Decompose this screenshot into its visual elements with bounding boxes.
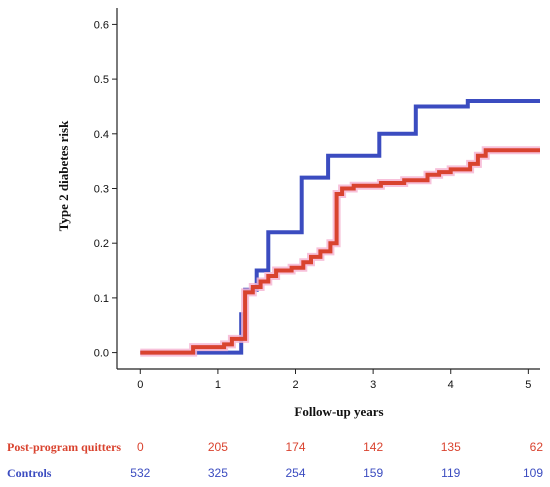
x-axis-title: Follow-up years (294, 404, 383, 419)
risk-count-controls: 109 (523, 466, 543, 480)
y-tick-label: 0.3 (94, 184, 109, 196)
number-at-risk-table: Post-program quitters 0 205 174 142 135 62 Cont… (7, 440, 543, 480)
x-tick-label: 4 (448, 379, 454, 391)
risk-count-post-program-quitters: 174 (285, 440, 305, 454)
risk-count-controls: 119 (441, 466, 460, 480)
y-tick-label: 0.5 (94, 74, 109, 86)
x-tick-label: 5 (525, 379, 531, 391)
risk-count-controls: 159 (363, 466, 383, 480)
series-line-post-program-quitters (140, 148, 540, 355)
series-layer (140, 99, 540, 357)
x-tick-label: 1 (215, 379, 221, 391)
x-tick-label: 3 (370, 379, 376, 391)
x-tick-label: 0 (137, 379, 143, 391)
risk-count-post-program-quitters: 142 (363, 440, 383, 454)
risk-count-post-program-quitters: 0 (137, 440, 144, 454)
series-halo-post-program-quitters (140, 146, 540, 357)
risk-count-controls: 532 (130, 466, 150, 480)
y-tick-label: 0.4 (94, 129, 109, 141)
risk-count-controls: 254 (285, 466, 305, 480)
risk-count-post-program-quitters: 205 (208, 440, 228, 454)
y-tick-label: 0.2 (94, 238, 109, 250)
risk-row-label-controls: Controls (7, 466, 52, 480)
axes: 0.0 0.1 0.2 0.3 0.4 0.5 0.6 0 1 2 3 4 5 (94, 8, 540, 391)
risk-count-post-program-quitters: 135 (441, 440, 461, 454)
y-tick-label: 0.1 (94, 293, 109, 305)
x-tick-label: 2 (292, 379, 298, 391)
risk-row-label-post-program-quitters: Post-program quitters (7, 440, 121, 454)
risk-count-controls: 325 (208, 466, 228, 480)
y-axis-title: Type 2 diabetes risk (56, 120, 71, 231)
y-tick-label: 0.0 (94, 348, 109, 360)
risk-count-post-program-quitters: 62 (530, 440, 544, 454)
labels: Type 2 diabetes risk Follow-up years (56, 120, 384, 419)
y-tick-label: 0.6 (94, 19, 109, 31)
